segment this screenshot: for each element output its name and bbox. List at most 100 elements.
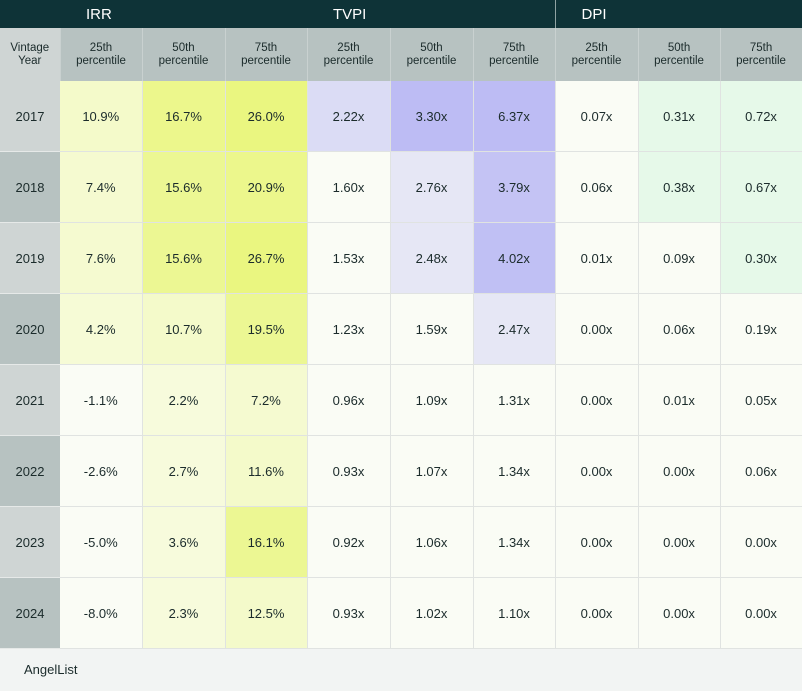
- dpi-p50-cell: 0.38x: [638, 151, 721, 223]
- irr-p25-header: 25th percentile: [60, 28, 143, 81]
- tvpi-p25-cell: 0.96x: [307, 364, 391, 436]
- dpi-p25-header: 25th percentile: [554, 28, 639, 81]
- vintage-year-cell: 2023: [0, 506, 60, 578]
- tvpi-p75-cell: 2.47x: [473, 293, 556, 365]
- tvpi-p25-header: 25th percentile: [307, 28, 391, 81]
- irr-p50-cell: 10.7%: [142, 293, 226, 365]
- irr-p50-cell: 15.6%: [142, 222, 226, 294]
- irr-p50-header: 50th percentile: [142, 28, 226, 81]
- brand-logo-text: AngelList: [24, 662, 78, 677]
- tvpi-p75-cell: 6.37x: [473, 81, 556, 152]
- dpi-p25-cell: 0.00x: [554, 293, 639, 365]
- irr-p25-cell: 7.4%: [60, 151, 143, 223]
- dpi-p75-cell: 0.00x: [720, 506, 802, 578]
- tvpi-p50-cell: 1.06x: [390, 506, 474, 578]
- vintage-year-cell: 2022: [0, 435, 60, 507]
- tvpi-p50-cell: 3.30x: [390, 81, 474, 152]
- irr-p75-cell: 19.5%: [225, 293, 308, 365]
- dpi-p25-cell: 0.06x: [554, 151, 639, 223]
- dpi-p25-cell: 0.01x: [554, 222, 639, 294]
- tvpi-p75-cell: 1.34x: [473, 435, 556, 507]
- returns-table: IRR TVPI DPI Vintage Year 25th percentile …: [0, 0, 802, 649]
- irr-p50-cell: 3.6%: [142, 506, 226, 578]
- tvpi-p50-cell: 2.76x: [390, 151, 474, 223]
- tvpi-p25-cell: 2.22x: [307, 81, 391, 152]
- group-header-tvpi: TVPI: [307, 0, 556, 28]
- irr-p75-cell: 26.7%: [225, 222, 308, 294]
- vintage-year-cell: 2018: [0, 151, 60, 223]
- percentile-header-row: Vintage Year 25th percentile 50th percentil…: [0, 28, 802, 81]
- vintage-year-cell: 2021: [0, 364, 60, 436]
- dpi-p75-cell: 0.00x: [720, 577, 802, 649]
- tvpi-p75-header: 75th percentile: [473, 28, 556, 81]
- irr-p50-cell: 16.7%: [142, 81, 226, 152]
- table-row: 2023 -5.0% 3.6% 16.1% 0.92x 1.06x 1.34x 0.00x 0.…: [0, 506, 802, 578]
- tvpi-p50-cell: 1.09x: [390, 364, 474, 436]
- irr-p75-cell: 11.6%: [225, 435, 308, 507]
- tvpi-p75-cell: 3.79x: [473, 151, 556, 223]
- dpi-p25-cell: 0.00x: [554, 364, 639, 436]
- table-row: 2021 -1.1% 2.2% 7.2% 0.96x 1.09x 1.31x 0.00x 0.0…: [0, 364, 802, 436]
- dpi-p25-cell: 0.00x: [554, 506, 639, 578]
- dpi-p50-cell: 0.00x: [638, 577, 721, 649]
- dpi-p25-cell: 0.07x: [554, 81, 639, 152]
- irr-p50-cell: 15.6%: [142, 151, 226, 223]
- irr-p75-cell: 7.2%: [225, 364, 308, 436]
- group-header-dpi: DPI: [554, 0, 802, 28]
- tvpi-p50-cell: 1.59x: [390, 293, 474, 365]
- vintage-year-cell: 2017: [0, 81, 60, 152]
- table-body: 2017 10.9% 16.7% 26.0% 2.22x 3.30x 6.37x 0.07x 0…: [0, 81, 802, 649]
- dpi-p50-cell: 0.01x: [638, 364, 721, 436]
- dpi-p50-cell: 0.31x: [638, 81, 721, 152]
- irr-p75-header: 75th percentile: [225, 28, 308, 81]
- header-corner: [0, 0, 60, 28]
- dpi-p50-cell: 0.00x: [638, 435, 721, 507]
- irr-p75-cell: 26.0%: [225, 81, 308, 152]
- tvpi-p75-cell: 1.10x: [473, 577, 556, 649]
- irr-p25-cell: 10.9%: [60, 81, 143, 152]
- dpi-p75-cell: 0.19x: [720, 293, 802, 365]
- dpi-p75-cell: 0.72x: [720, 81, 802, 152]
- table-row: 2022 -2.6% 2.7% 11.6% 0.93x 1.07x 1.34x 0.00x 0.…: [0, 435, 802, 507]
- tvpi-p50-cell: 1.07x: [390, 435, 474, 507]
- dpi-p25-cell: 0.00x: [554, 577, 639, 649]
- dpi-p50-header: 50th percentile: [638, 28, 721, 81]
- dpi-p25-cell: 0.00x: [554, 435, 639, 507]
- irr-p50-cell: 2.2%: [142, 364, 226, 436]
- irr-p25-cell: -2.6%: [60, 435, 143, 507]
- irr-p25-cell: 4.2%: [60, 293, 143, 365]
- irr-p75-cell: 12.5%: [225, 577, 308, 649]
- dpi-p75-cell: 0.67x: [720, 151, 802, 223]
- group-header-irr: IRR: [60, 0, 307, 28]
- dpi-p50-cell: 0.00x: [638, 506, 721, 578]
- vintage-year-cell: 2020: [0, 293, 60, 365]
- tvpi-p25-cell: 0.92x: [307, 506, 391, 578]
- tvpi-p75-cell: 1.31x: [473, 364, 556, 436]
- tvpi-p75-cell: 1.34x: [473, 506, 556, 578]
- table-row: 2017 10.9% 16.7% 26.0% 2.22x 3.30x 6.37x 0.07x 0…: [0, 81, 802, 152]
- dpi-p75-header: 75th percentile: [720, 28, 802, 81]
- irr-p50-cell: 2.3%: [142, 577, 226, 649]
- dpi-p75-cell: 0.05x: [720, 364, 802, 436]
- irr-p75-cell: 20.9%: [225, 151, 308, 223]
- irr-p25-cell: -5.0%: [60, 506, 143, 578]
- irr-p50-cell: 2.7%: [142, 435, 226, 507]
- tvpi-p50-cell: 2.48x: [390, 222, 474, 294]
- tvpi-p25-cell: 0.93x: [307, 435, 391, 507]
- table-row: 2018 7.4% 15.6% 20.9% 1.60x 2.76x 3.79x 0.06x 0.…: [0, 151, 802, 223]
- irr-p75-cell: 16.1%: [225, 506, 308, 578]
- vintage-year-cell: 2019: [0, 222, 60, 294]
- table-row: 2020 4.2% 10.7% 19.5% 1.23x 1.59x 2.47x 0.00x 0.…: [0, 293, 802, 365]
- dpi-p50-cell: 0.09x: [638, 222, 721, 294]
- group-header-row: IRR TVPI DPI: [0, 0, 802, 28]
- vintage-year-cell: 2024: [0, 577, 60, 649]
- irr-p25-cell: -8.0%: [60, 577, 143, 649]
- tvpi-p25-cell: 1.60x: [307, 151, 391, 223]
- table-row: 2019 7.6% 15.6% 26.7% 1.53x 2.48x 4.02x 0.01x 0.…: [0, 222, 802, 294]
- tvpi-p75-cell: 4.02x: [473, 222, 556, 294]
- dpi-p75-cell: 0.30x: [720, 222, 802, 294]
- irr-p25-cell: 7.6%: [60, 222, 143, 294]
- tvpi-p50-header: 50th percentile: [390, 28, 474, 81]
- tvpi-p25-cell: 1.23x: [307, 293, 391, 365]
